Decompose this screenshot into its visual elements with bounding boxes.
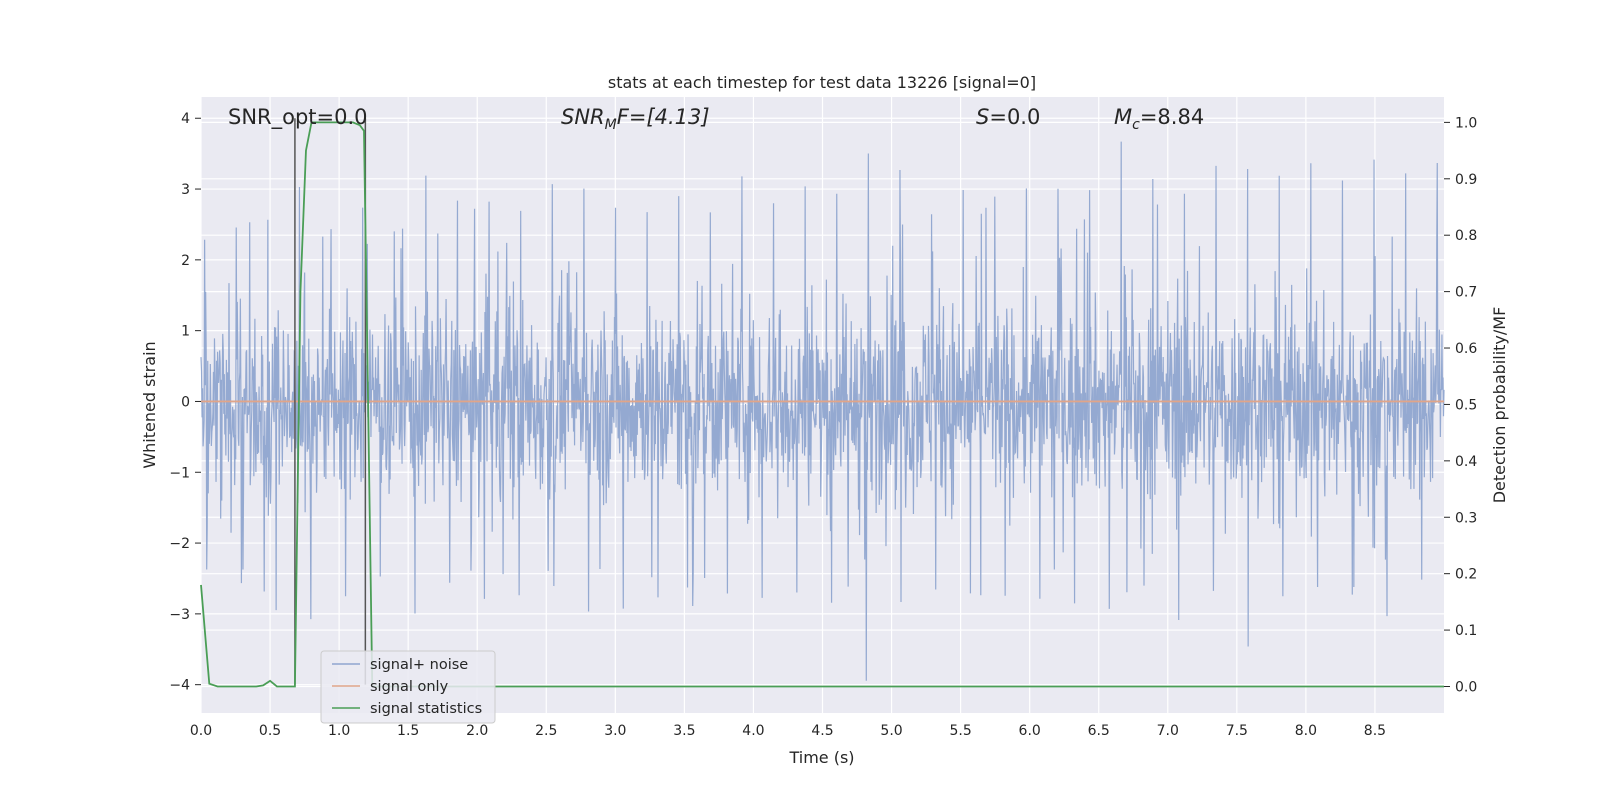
y-axis-label: Whitened strain	[140, 341, 159, 468]
y2-tick-label: 0.2	[1455, 567, 1477, 583]
y2-ticks: 1.0 0.9 0.8 0.7 0.6 0.5 0.4 0.3 0.2 0.1 0.0	[1444, 115, 1477, 695]
x-tick-label: 8.0	[1295, 723, 1317, 739]
y2-tick-label: 0.5	[1455, 397, 1477, 413]
x-tick-label: 7.5	[1226, 723, 1248, 739]
x-tick-label: 5.5	[949, 723, 971, 739]
series-signal-statistics	[200, 121, 1444, 688]
x-tick-label: 1.5	[397, 723, 419, 739]
x-tick-label: 3.5	[673, 723, 695, 739]
legend: signal+ noise signal only signal statist…	[320, 650, 496, 724]
y2-tick-label: 0.6	[1455, 341, 1477, 357]
x-tick-label: 4.0	[742, 723, 764, 739]
annotation-snr-opt: SNR_opt=0.0	[228, 105, 368, 130]
y-tick-label: −4	[169, 678, 190, 694]
y-tick-label: 4	[181, 111, 190, 127]
legend-label-signal-statistics: signal statistics	[370, 701, 482, 717]
legend-label-signal-only: signal only	[370, 679, 449, 695]
annotations: SNR_opt=0.0 SNRMF=[4.13] S=0.0 Mc=8.84	[228, 105, 1204, 133]
x-tick-label: 7.0	[1157, 723, 1179, 739]
y2-tick-label: 0.3	[1455, 510, 1477, 526]
x-tick-label: 3.0	[604, 723, 626, 739]
x-tick-label: 2.0	[466, 723, 488, 739]
x-tick-label: 0.0	[190, 723, 212, 739]
x-tick-label: 5.0	[880, 723, 902, 739]
annotation-s: S=0.0	[976, 105, 1040, 129]
x-tick-label: 4.5	[811, 723, 833, 739]
chart-title: stats at each timestep for test data 132…	[608, 73, 1036, 92]
y-tick-label: 1	[181, 324, 190, 340]
annotation-snr-mf: SNRMF=[4.13]	[561, 105, 710, 133]
x-tick-label: 2.5	[535, 723, 557, 739]
x-tick-label: 8.5	[1364, 723, 1386, 739]
series-signal-noise	[200, 141, 1445, 681]
y2-tick-label: 0.7	[1455, 285, 1477, 301]
y2-tick-label: 1.0	[1455, 115, 1477, 131]
y-tick-label: −2	[169, 536, 190, 552]
x-tick-label: 1.0	[328, 723, 350, 739]
y2-tick-label: 0.1	[1455, 623, 1477, 639]
y-tick-label: 2	[181, 253, 190, 269]
y-tick-label: −3	[169, 607, 190, 623]
y2-tick-label: 0.0	[1455, 679, 1477, 695]
y2-tick-label: 0.8	[1455, 228, 1477, 244]
x-tick-label: 6.0	[1019, 723, 1041, 739]
x-tick-label: 0.5	[259, 723, 281, 739]
legend-box	[320, 650, 496, 724]
y2-axis-label: Detection probability/MF	[1490, 307, 1509, 504]
series-line-signal-statistics	[200, 121, 1444, 688]
legend-label-signal-noise: signal+ noise	[370, 657, 468, 673]
x-axis-label: Time (s)	[788, 748, 854, 767]
y2-tick-label: 0.9	[1455, 172, 1477, 188]
y-tick-label: 3	[181, 182, 190, 198]
x-tick-label: 6.5	[1088, 723, 1110, 739]
y-tick-label: −1	[169, 465, 190, 481]
x-ticks: 0.0 0.5 1.0 1.5 2.0 2.5 3.0 3.5 4.0 4.5 5.0 5.5 6.0 6…	[190, 723, 1386, 739]
y-ticks: 4 3 2 1 0 −1 −2 −3 −4	[169, 111, 201, 694]
y2-tick-label: 0.4	[1455, 454, 1477, 470]
series-line-signal-noise	[200, 141, 1445, 681]
annotation-mc: Mc=8.84	[1114, 105, 1204, 133]
plot-area	[200, 118, 1445, 688]
y-tick-label: 0	[181, 394, 190, 410]
